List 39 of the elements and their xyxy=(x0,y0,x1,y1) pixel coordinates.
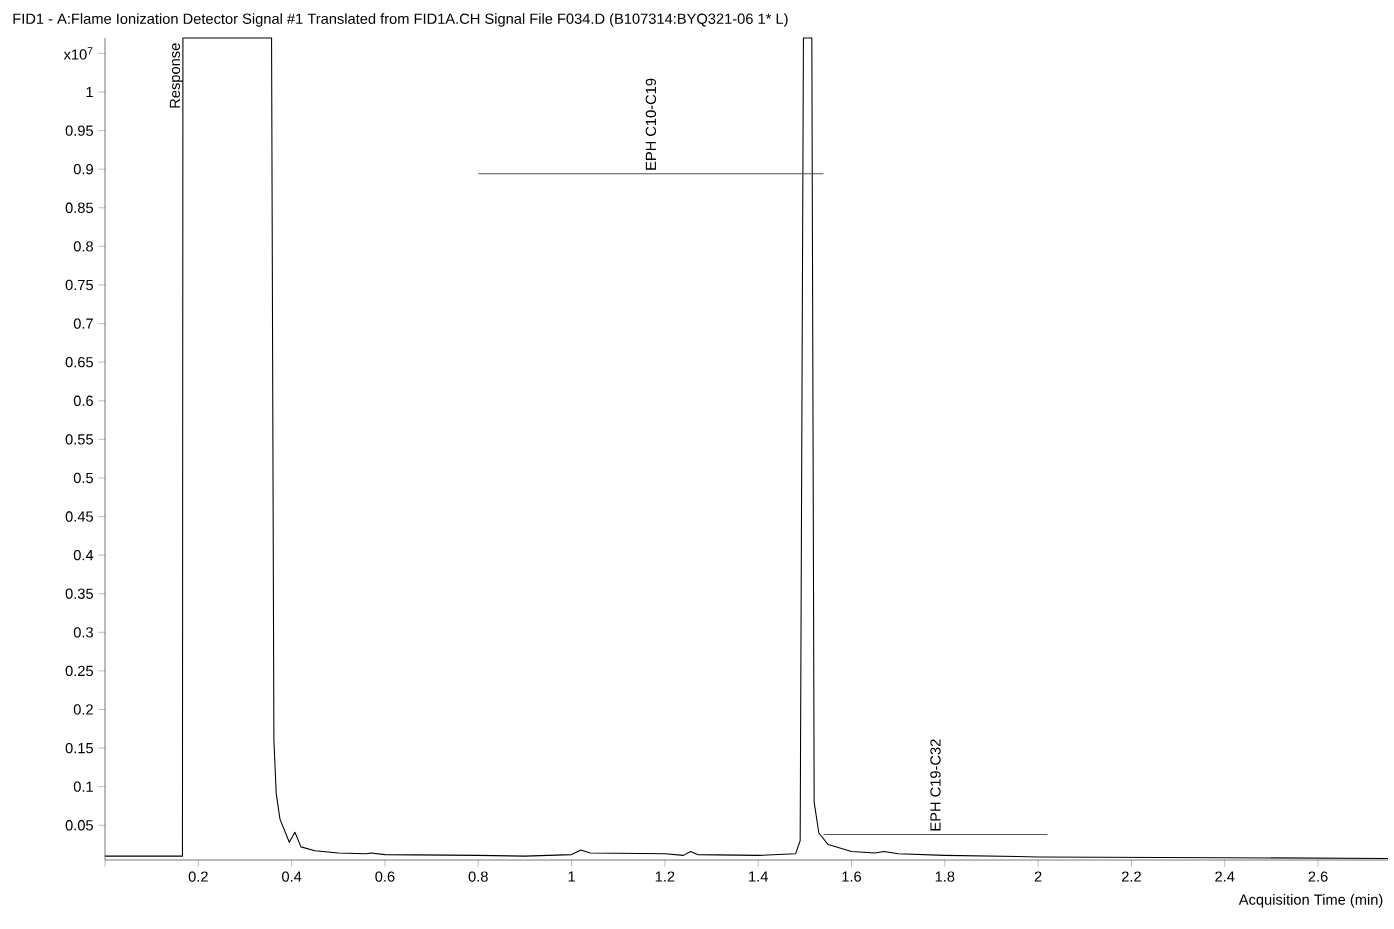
x-tick-label: 0.8 xyxy=(468,871,488,882)
x-tick-label: 0.2 xyxy=(188,871,208,882)
y-tick-label: 0.4 xyxy=(73,549,94,561)
y-tick-label: 0.25 xyxy=(65,665,93,677)
y-tick-label: 0.1 xyxy=(73,781,93,792)
x-tick-label: 1.8 xyxy=(935,871,955,882)
y-tick-label: 0.6 xyxy=(73,395,93,406)
chart-title: FID1 - A:Flame Ionization Detector Signal #1 Translated from FID1A.CH Signal File F034.D (B107314:BYQ321-06 1* L) xyxy=(13,13,788,27)
x-axis-title: Acquisition Time (min) xyxy=(1238,894,1383,908)
x-tick-label: 2.2 xyxy=(1121,871,1141,882)
y-tick-label: 0.9 xyxy=(73,164,93,175)
y-tick-label: x10$^{7}$ xyxy=(63,47,93,60)
x-tick-label: 0.6 xyxy=(375,871,395,882)
y-tick-label: 0.35 xyxy=(65,588,93,599)
y-tick-label: 0.85 xyxy=(65,202,93,213)
y-tick-label: 0.15 xyxy=(65,742,93,754)
x-tick-label: 2 xyxy=(1034,871,1042,882)
y-tick-label: 1 xyxy=(86,86,93,98)
y-tick-label: 0.55 xyxy=(65,434,93,445)
y-tick-label: 0.95 xyxy=(65,125,93,136)
y-tick-label: 0.5 xyxy=(73,472,93,484)
text: EPH C19-C32 xyxy=(930,739,941,831)
x-tick-label: 0.4 xyxy=(282,871,302,882)
x-tick-label: 1 xyxy=(568,871,575,882)
text: EPH C10-C19 xyxy=(645,78,657,170)
x-tick-label: 2.6 xyxy=(1308,871,1328,882)
x-tick-label: 2.4 xyxy=(1215,871,1235,882)
x-tick-label: 1.6 xyxy=(842,871,862,882)
y-tick-label: 0.75 xyxy=(65,279,93,291)
y-axis-title: Response xyxy=(169,43,183,108)
y-tick-label: 0.8 xyxy=(73,241,93,252)
y-tick-label: 0.45 xyxy=(65,511,93,522)
x-tick-label: 1.4 xyxy=(749,871,768,882)
y-tick-label: 0.05 xyxy=(65,820,93,831)
x-tick-label: 1.2 xyxy=(655,871,675,882)
y-tick-label: 0.7 xyxy=(73,318,93,329)
y-tick-label: 0.2 xyxy=(73,704,93,715)
y-tick-label: 0.3 xyxy=(73,627,93,638)
y-tick-label: 0.65 xyxy=(65,356,93,368)
